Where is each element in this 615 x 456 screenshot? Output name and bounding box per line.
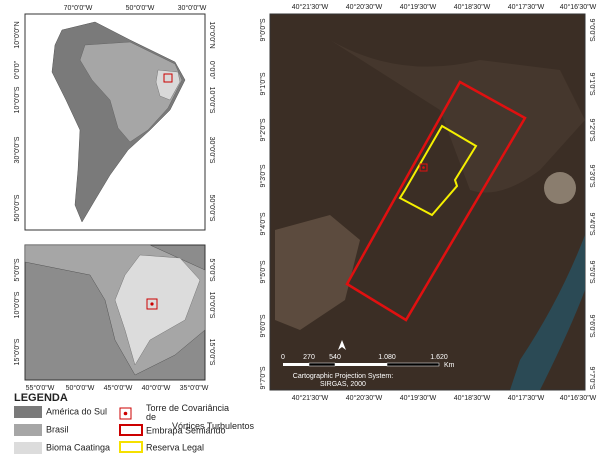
coordinate-label: 9°7'0"S: [588, 367, 596, 390]
scale-unit: Km: [444, 362, 455, 369]
coordinate-label: 55°0'0"W: [26, 384, 55, 392]
coordinate-label: 5°0'0"S: [208, 259, 216, 282]
tower-dot: [422, 166, 425, 169]
coordinate-label: 45°0'0"W: [104, 384, 133, 392]
scale-bar: [308, 362, 336, 367]
legend-label: Torre de Covariância deVórtices Turbulent…: [146, 403, 255, 431]
coordinate-label: 9°2'0"S: [259, 118, 267, 141]
coordinate-label: 30°0'0"S: [13, 136, 21, 163]
coordinate-label: 40°20'30"W: [346, 3, 383, 11]
site-dot: [150, 302, 154, 306]
reserve-boundary: [398, 124, 478, 217]
coordinate-label: 9°0'0"S: [259, 18, 267, 41]
coordinate-label: 40°16'30"W: [560, 3, 597, 11]
coordinate-label: 50°0'0"S: [13, 194, 21, 221]
legend-swatch: [119, 407, 132, 420]
river: [510, 235, 585, 390]
coordinate-label: 9°2'0"S: [588, 119, 596, 142]
north-arrow: [338, 340, 346, 350]
coordinate-label: 9°6'0"S: [259, 314, 267, 337]
coordinate-label: 10°0'0"S: [208, 292, 216, 319]
scale-bar: [335, 363, 387, 366]
coordinate-label: 40°16'30"W: [560, 394, 597, 402]
coordinate-label: 9°5'0"S: [259, 260, 267, 283]
coordinate-label: 540: [329, 354, 341, 361]
scale-bar: [386, 362, 440, 367]
site-marker: [163, 73, 173, 83]
tower-marker: [419, 163, 428, 172]
coordinate-label: 70°0'0"W: [64, 4, 93, 12]
coordinate-label: 30°0'0"S: [208, 137, 216, 164]
coordinate-label: 0: [281, 354, 285, 361]
coordinate-label: 40°17'30"W: [508, 394, 545, 402]
legend-label: Brasil: [46, 424, 69, 434]
coordinate-label: 0°0'0": [208, 61, 216, 80]
coordinate-label: 270: [303, 354, 315, 361]
terrain: [330, 40, 585, 193]
pivot: [544, 172, 576, 204]
coordinate-label: 1.080: [378, 354, 396, 361]
coordinate-label: 15°0'0"S: [208, 339, 216, 366]
coordinate-label: 9°1'0"S: [588, 73, 596, 96]
coordinate-label: 40°0'0"W: [142, 384, 171, 392]
legend-label: Reserva Legal: [146, 442, 204, 452]
legend-title: LEGENDA: [14, 392, 68, 404]
coordinate-label: 9°7'0"S: [259, 366, 267, 389]
coordinate-label: 30°0'0"W: [178, 4, 207, 12]
coordinate-label: 9°5'0"S: [588, 261, 596, 284]
coordinate-label: 15°0'0"S: [13, 338, 21, 365]
coordinate-label: 40°21'30"W: [292, 3, 329, 11]
legend-label: Embrapa Semiárido: [146, 425, 226, 435]
coordinate-label: SIRGAS, 2000: [320, 381, 366, 388]
legend-dot: [123, 411, 128, 416]
coordinate-label: Cartographic Projection System:: [293, 373, 393, 380]
coordinate-label: 50°0'0"W: [66, 384, 95, 392]
coordinate-label: 40°20'30"W: [346, 394, 383, 402]
coordinate-label: 9°0'0"S: [588, 19, 596, 42]
embrapa-boundary: [345, 80, 527, 322]
legend-swatch: [119, 441, 143, 453]
terrain: [275, 215, 360, 330]
coordinate-label: 35°0'0"W: [180, 384, 209, 392]
coordinate-label: 40°18'30"W: [454, 394, 491, 402]
coordinate-label: 40°18'30"W: [454, 3, 491, 11]
coordinate-label: 10°0'0"S: [13, 291, 21, 318]
coordinate-label: 40°19'30"W: [400, 3, 437, 11]
site-marker: [146, 298, 158, 310]
coordinate-label: 10°0'0"N: [13, 21, 21, 48]
coordinate-label: 10°0'0"S: [13, 86, 21, 113]
coordinate-label: 40°17'30"W: [508, 3, 545, 11]
coordinate-label: 50°0'0"S: [208, 195, 216, 222]
coordinate-label: 9°4'0"S: [259, 212, 267, 235]
coordinate-label: 9°4'0"S: [588, 213, 596, 236]
caatinga: [114, 254, 201, 366]
coordinate-label: 9°3'0"S: [259, 164, 267, 187]
coordinate-label: 40°21'30"W: [292, 394, 329, 402]
legend-swatch: [14, 442, 42, 454]
coordinate-label: 5°0'0"S: [13, 258, 21, 281]
legend-swatch: [119, 424, 143, 436]
coordinate-label: 0°0'0": [13, 60, 21, 79]
caatinga: [155, 69, 181, 101]
coordinate-label: 1.620: [430, 354, 448, 361]
legend-label: América do Sul: [46, 406, 107, 416]
coordinate-label: 9°3'0"S: [588, 165, 596, 188]
legend-swatch: [14, 406, 42, 418]
legend-swatch: [14, 424, 42, 436]
scale-bar: [283, 363, 309, 366]
coordinate-label: 50°0'0"W: [126, 4, 155, 12]
coordinate-label: 10°0'0"N: [208, 21, 216, 48]
coordinate-label: 40°19'30"W: [400, 394, 437, 402]
coordinate-label: 9°1'0"S: [259, 72, 267, 95]
coordinate-label: 10°0'0"S: [208, 87, 216, 114]
legend-label: Bioma Caatinga: [46, 442, 110, 452]
coordinate-label: 9°6'0"S: [588, 315, 596, 338]
brazil: [79, 41, 183, 143]
